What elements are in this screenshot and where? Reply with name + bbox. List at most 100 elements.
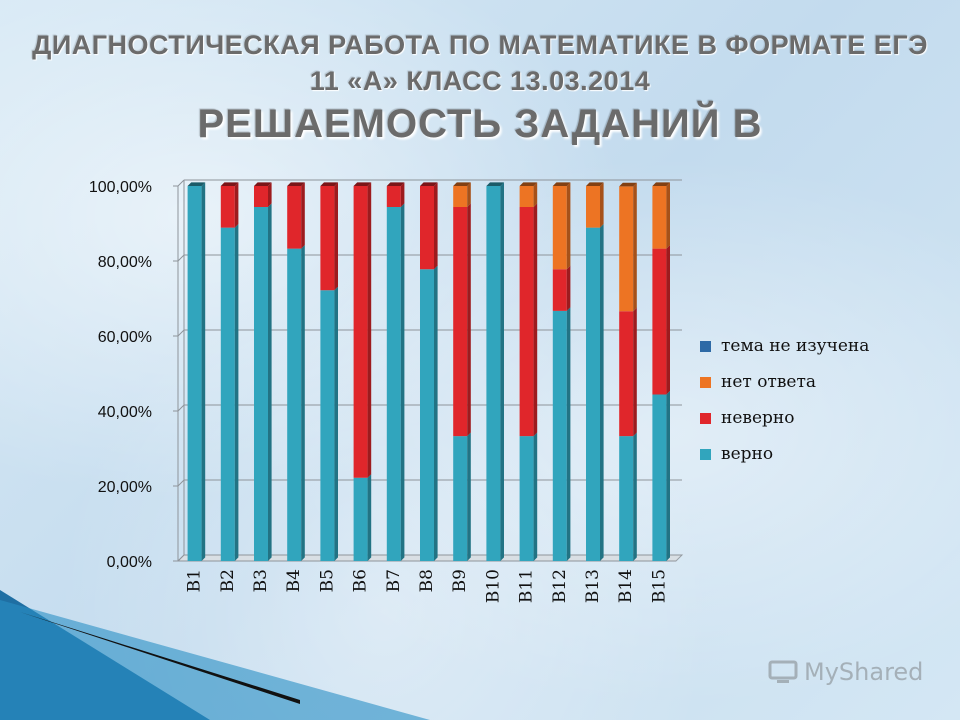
- x-tick-label: B3: [251, 569, 271, 592]
- gridline-diag: [177, 479, 185, 487]
- bar-segment: [552, 269, 567, 311]
- x-tick-label: B10: [483, 569, 503, 603]
- bar-side: [666, 245, 670, 395]
- presentation-icon: [768, 660, 798, 683]
- bar-top: [254, 182, 272, 186]
- bar-side: [600, 182, 604, 228]
- legend-label-not-studied: тема не изучена: [721, 336, 870, 356]
- gridline-diag: [177, 554, 185, 562]
- bar-top: [652, 182, 670, 186]
- bar-side: [268, 203, 272, 561]
- bar-segment: [652, 394, 667, 561]
- bar-segment: [619, 311, 634, 437]
- bar-top: [453, 182, 471, 186]
- bar-segment: [254, 207, 268, 561]
- bar-segment: [552, 186, 567, 270]
- bar-side: [334, 182, 338, 291]
- bar-top: [586, 182, 604, 186]
- bar-top: [287, 182, 305, 186]
- y-tick-label: 40,00%: [98, 404, 152, 421]
- bar-side: [633, 182, 637, 312]
- gridline-diag: [177, 179, 185, 187]
- bar-segment: [486, 186, 501, 561]
- bar-segment: [220, 186, 235, 228]
- bar-segment: [619, 186, 634, 312]
- bar-side: [367, 474, 372, 561]
- y-tick-label: 0,00%: [107, 554, 152, 571]
- bar-top: [353, 182, 372, 186]
- legend-item-wrong: неверно: [700, 400, 869, 436]
- legend-swatch-not-studied: [700, 340, 711, 352]
- title-line-2: 11 «А» КЛАСС 13.03.2014: [309, 66, 651, 96]
- bar-segment: [519, 207, 534, 437]
- x-tick-label: B11: [517, 569, 537, 603]
- x-tick-label: B9: [450, 569, 470, 592]
- bar-segment: [420, 269, 434, 561]
- x-tick-label: B15: [649, 569, 669, 603]
- gridline-diag: [177, 329, 185, 337]
- gridline-diag: [177, 404, 185, 412]
- bar-top: [486, 182, 504, 186]
- x-tick-label: B5: [317, 569, 337, 592]
- bar-side: [367, 182, 372, 478]
- bar-side: [434, 182, 438, 270]
- bar-side: [400, 182, 405, 207]
- bar-top: [187, 182, 206, 186]
- bar-segment: [353, 477, 368, 561]
- bar-segment: [320, 290, 335, 561]
- bar-segment: [586, 186, 600, 228]
- bar-side: [201, 182, 206, 561]
- bar-side: [234, 224, 239, 561]
- bar-side: [467, 203, 471, 437]
- bar-side: [301, 182, 305, 249]
- y-tick-label: 20,00%: [98, 479, 152, 496]
- bar-segment: [453, 207, 468, 437]
- x-tick-label: B13: [583, 569, 603, 603]
- y-tick-label: 100,00%: [89, 179, 152, 196]
- bar-segment: [386, 186, 401, 207]
- bar-side: [500, 182, 504, 561]
- watermark-text: MyShared: [804, 658, 924, 686]
- bar-top: [519, 182, 538, 186]
- y-tick-label: 60,00%: [98, 329, 152, 346]
- x-tick-label: B2: [218, 569, 238, 592]
- bar-segment: [287, 186, 302, 249]
- legend-label-no-answer: нет ответа: [721, 372, 817, 392]
- x-tick-label: B12: [550, 569, 570, 603]
- bar-side: [234, 182, 239, 228]
- bar-side: [566, 307, 571, 561]
- bar-side: [533, 182, 538, 207]
- bar-side: [434, 265, 438, 561]
- bar-segment: [187, 186, 202, 561]
- bar-segment: [652, 248, 667, 395]
- legend-item-correct: верно: [700, 436, 869, 472]
- bar-segment: [353, 186, 368, 478]
- bar-side: [533, 203, 538, 437]
- x-tick-label: B4: [284, 569, 304, 592]
- bar-top: [220, 182, 239, 186]
- bar-segment: [386, 207, 401, 561]
- bar-top: [552, 182, 571, 186]
- bar-side: [533, 432, 538, 561]
- bar-side: [334, 286, 338, 561]
- legend-label-wrong: неверно: [721, 408, 795, 428]
- x-tick-label: B14: [616, 569, 636, 603]
- bar-segment: [220, 227, 235, 561]
- legend-swatch-correct: [700, 448, 711, 460]
- x-tick-label: B1: [185, 569, 205, 592]
- x-tick-label: B6: [351, 569, 371, 592]
- bar-side: [400, 203, 405, 561]
- bar-segment: [519, 436, 534, 561]
- bar-segment: [619, 436, 634, 561]
- y-tick-label: 80,00%: [98, 254, 152, 271]
- bar-side: [467, 432, 471, 561]
- bar-side: [467, 182, 471, 207]
- x-tick-label: B8: [417, 569, 437, 592]
- bar-segment: [453, 436, 468, 561]
- gridline-diag: [177, 254, 185, 262]
- legend-swatch-wrong: [700, 412, 711, 424]
- bar-side: [633, 432, 637, 561]
- bar-side: [566, 265, 571, 311]
- bar-side: [301, 245, 305, 561]
- bar-side: [666, 182, 670, 249]
